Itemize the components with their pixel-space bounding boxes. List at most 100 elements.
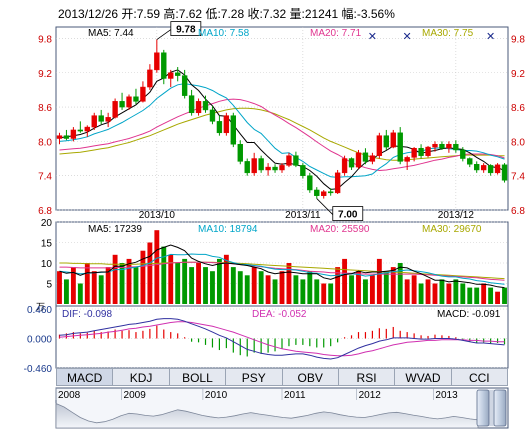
volume-bar	[210, 271, 215, 304]
candle-body	[314, 189, 320, 196]
candle-body	[216, 121, 223, 134]
volume-bar	[140, 250, 146, 304]
volume-bar	[369, 275, 375, 304]
volume-bar	[237, 271, 243, 304]
range-handle-left	[476, 389, 490, 427]
candle-body	[258, 158, 264, 171]
year-label: 2009	[124, 390, 147, 401]
candle-body	[460, 149, 466, 159]
candle-body	[501, 164, 508, 181]
candle-body	[279, 165, 285, 171]
candle-body	[140, 86, 146, 102]
candle-body	[383, 135, 389, 148]
volume-bar	[223, 254, 229, 304]
volume-bar	[502, 287, 507, 304]
volume-bar	[286, 263, 292, 304]
tab-obv[interactable]: OBV	[282, 368, 339, 386]
volume-bar	[84, 263, 90, 304]
vol-ma5-line	[59, 244, 505, 289]
dea-line	[59, 321, 505, 357]
volume-bar	[133, 267, 139, 304]
price-tick-left: 8.0	[38, 137, 52, 148]
annotation-label: 9.78	[176, 25, 196, 36]
price-tick-left: 9.8	[38, 34, 52, 45]
price-tick-right: 8.6	[511, 103, 525, 114]
annotation-leader	[316, 198, 334, 215]
candle-body	[362, 152, 369, 162]
candle-body	[251, 158, 257, 174]
volume-bar	[63, 279, 69, 304]
volume-bar	[363, 279, 368, 304]
candle-body	[397, 132, 403, 162]
price-tick-left: 6.8	[38, 206, 52, 217]
candle-body	[105, 117, 111, 122]
volume-bar	[244, 275, 250, 304]
dif-line	[59, 318, 505, 360]
volume-legend-item: MA20: 25590	[310, 224, 370, 235]
candle-body	[286, 155, 292, 166]
volume-bar	[446, 283, 452, 304]
date-label: 2013/12	[438, 210, 475, 221]
volume-bar	[216, 258, 222, 304]
candle-body	[77, 129, 84, 132]
price-panel: 9.78 7.00 ✕ ✕ ✕	[56, 21, 508, 221]
price-tick-right: 6.8	[511, 206, 525, 217]
macd-legend-item: DEA: -0.052	[252, 309, 307, 320]
macd-tick: -0.460	[24, 364, 53, 375]
volume-bar	[335, 267, 341, 304]
range-handle-right	[493, 389, 507, 427]
tab-cci[interactable]: CCI	[451, 368, 508, 386]
candle-body	[439, 143, 445, 149]
candle-body	[334, 172, 341, 194]
candle-body	[168, 72, 174, 79]
price-legend-item: MA10: 7.58	[198, 28, 250, 39]
candle-body	[237, 143, 243, 162]
candle-body	[272, 166, 278, 171]
tab-boll[interactable]: BOLL	[169, 368, 227, 386]
volume-bar	[411, 275, 417, 304]
candle-body	[223, 115, 230, 134]
volume-bar	[265, 275, 271, 304]
volume-bar	[279, 271, 285, 304]
tab-kdj[interactable]: KDJ	[113, 368, 170, 386]
tab-rsi[interactable]: RSI	[338, 368, 396, 386]
volume-bar	[390, 267, 396, 304]
volume-tick: 20	[41, 218, 53, 229]
event-marker: ✕	[486, 31, 495, 43]
candle-body	[348, 158, 355, 168]
candle-body	[56, 135, 63, 139]
candle-body	[390, 132, 396, 148]
volume-bar	[189, 267, 195, 304]
candle-body	[293, 155, 299, 166]
volume-bar	[258, 271, 264, 304]
volume-tick: 5	[46, 280, 52, 291]
indicator-tabs: MACD KDJ BOLL PSY OBV RSI WVAD CCI	[56, 368, 508, 386]
volume-bar	[432, 283, 438, 304]
volume-bar	[474, 287, 480, 304]
price-tick-right: 9.2	[511, 69, 525, 80]
volume-legend-item: MA10: 18794	[198, 224, 258, 235]
candle-body	[376, 135, 383, 156]
candle-body	[355, 152, 362, 168]
volume-bar	[349, 275, 354, 304]
volume-bar	[418, 283, 424, 304]
volume-bar	[161, 246, 167, 304]
candle-body	[265, 166, 271, 171]
volume-bar	[112, 254, 118, 304]
candle-body	[474, 164, 480, 171]
tab-macd[interactable]: MACD	[56, 368, 114, 386]
tab-psy[interactable]: PSY	[226, 368, 283, 386]
candle-body	[307, 175, 313, 191]
volume-bar	[168, 254, 174, 304]
candle-body	[244, 161, 250, 174]
tab-wvad[interactable]: WVAD	[395, 368, 452, 386]
volume-bar	[126, 258, 132, 304]
candle-body	[91, 115, 97, 128]
candle-body	[446, 143, 452, 149]
date-label: 2013/11	[285, 210, 321, 221]
annotation-box	[332, 206, 364, 221]
overview-panel: 2008 2009 2010 2011 2012 2013	[55, 388, 507, 429]
vol-ma30-line	[59, 261, 505, 280]
candle-body	[411, 147, 417, 158]
